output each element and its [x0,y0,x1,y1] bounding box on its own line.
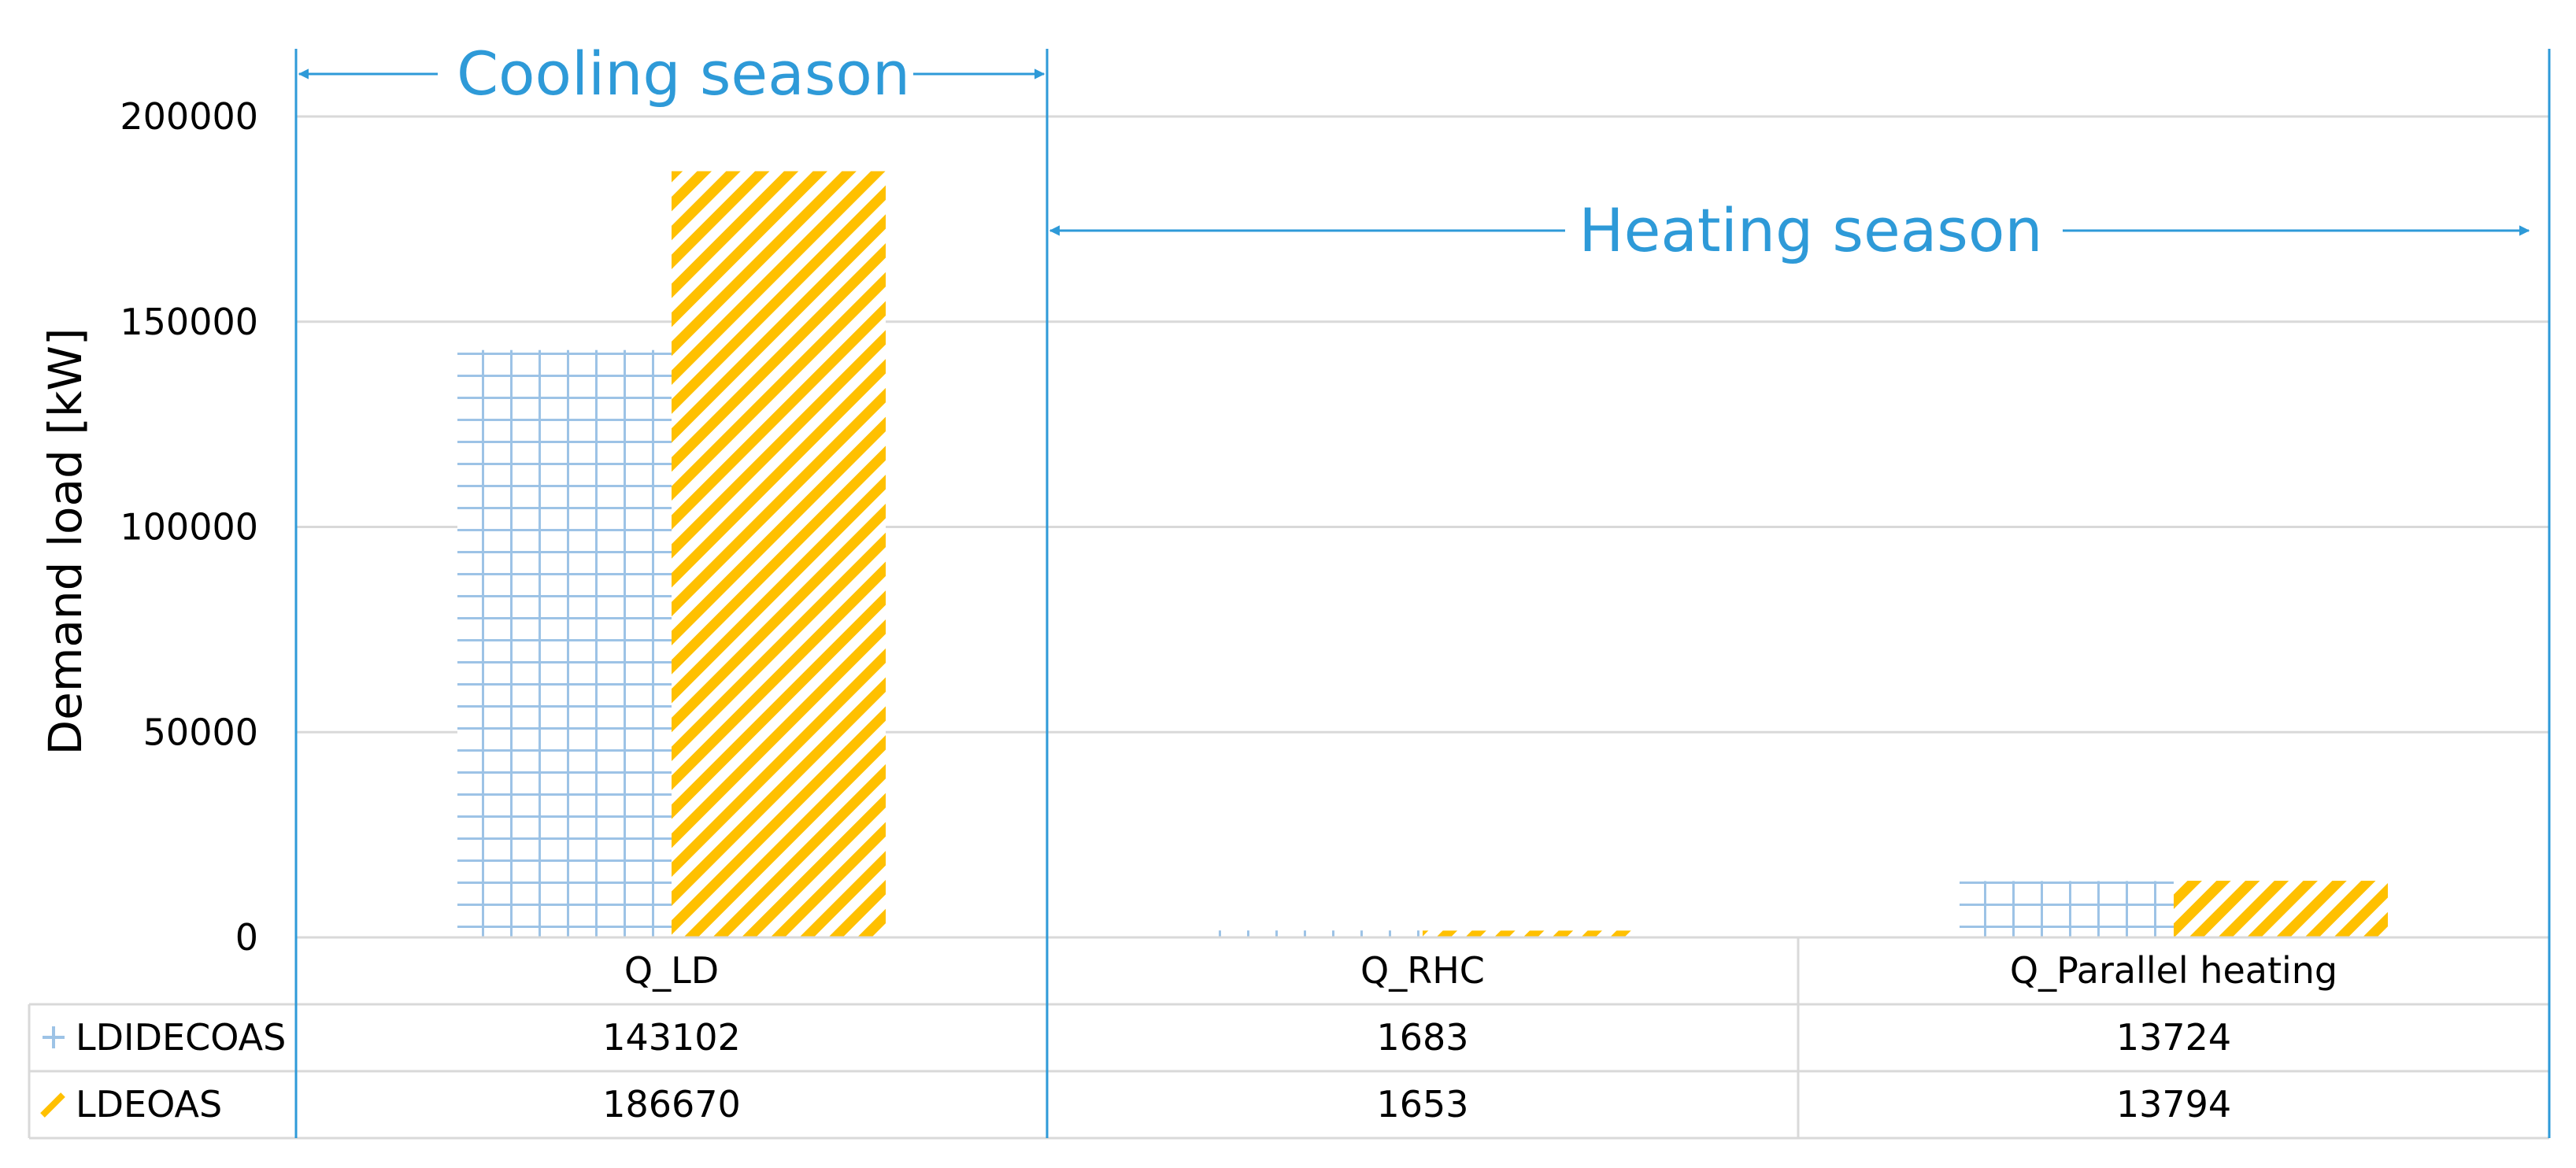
data-label: 1683 [1376,1016,1468,1059]
x-tick-label: Q_LD [624,949,719,992]
data-table: Q_LD Q_RHC Q_Parallel heating LDIDECOAS 1431… [28,936,2551,1140]
bar-ldidecoas-q-rhc [1208,930,1423,937]
y-axis: 0 50000 100000 150000 200000 Demand load [kW] [39,95,258,959]
bar-ldeoas-q-rhc [1423,930,1637,937]
y-tick-label: 50000 [143,711,258,753]
y-axis-title: Demand load [kW] [39,328,92,756]
y-tick-label: 100000 [120,506,258,549]
bar-ldidecoas-q-parallel-heating [1960,881,2174,937]
data-label: 13794 [2116,1083,2231,1125]
season-annotations: Cooling season Heating season [294,39,2551,1138]
data-label: 186670 [602,1083,741,1125]
bar-ldeoas-q-parallel-heating [2174,881,2388,937]
legend-key-stripe-icon [40,1092,65,1118]
data-label: 1653 [1376,1083,1468,1125]
series-name: LDIDECOAS [76,1016,286,1059]
bars [457,171,2388,938]
x-tick-label: Q_RHC [1360,949,1485,992]
cooling-season-label: Cooling season [457,39,910,109]
data-label: 13724 [2116,1016,2231,1059]
y-tick-label: 0 [235,916,258,959]
series-name: LDEOAS [76,1083,222,1125]
x-tick-label: Q_Parallel heating [2010,949,2337,992]
bar-ldeoas-q-ld [672,171,886,938]
data-label: 143102 [602,1016,741,1059]
legend-key-grid-icon [43,1026,65,1048]
bar-ldidecoas-q-ld [457,349,672,937]
y-tick-label: 150000 [120,301,258,343]
heating-season-label: Heating season [1579,195,2042,265]
y-tick-label: 200000 [120,95,258,138]
